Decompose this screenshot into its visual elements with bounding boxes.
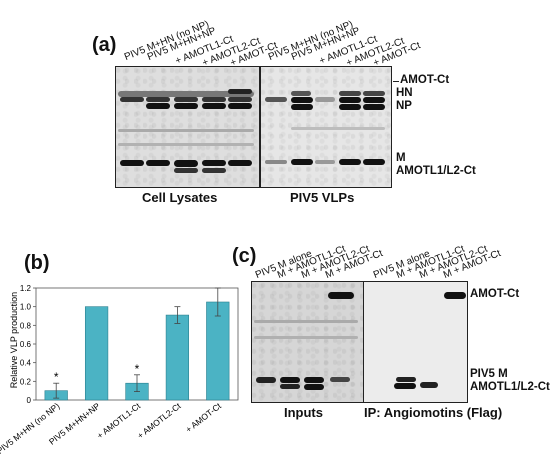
band <box>256 377 276 383</box>
band <box>202 97 226 102</box>
bar <box>165 314 190 401</box>
band <box>339 97 361 103</box>
band <box>363 91 385 96</box>
band <box>146 103 170 109</box>
band <box>339 159 361 165</box>
cell-lysates-caption: Cell Lysates <box>142 190 218 205</box>
band <box>254 336 358 339</box>
band <box>363 159 385 165</box>
band <box>363 104 385 110</box>
y-tick-labels: 0 0.2 0.4 0.6 0.8 1.0 1.2 <box>20 284 36 405</box>
band <box>280 377 300 383</box>
band <box>228 89 252 94</box>
piv5-vlps-caption: PIV5 VLPs <box>290 190 355 205</box>
bar <box>206 301 230 401</box>
y-axis-label: Relative VLP production <box>9 292 19 388</box>
band <box>420 382 438 388</box>
band <box>174 97 198 102</box>
x-tick-label: + AMOTL2-Ct <box>135 400 183 440</box>
band <box>118 91 254 97</box>
x-tick-label: PIV5 M+HN (no NP) <box>0 401 62 456</box>
vlp-production-chart: Relative VLP production 0 0.2 0.4 0.6 0.8 1.0… <box>0 284 239 456</box>
band <box>202 103 226 109</box>
band <box>328 292 354 299</box>
significance-star: * <box>135 362 140 376</box>
band <box>174 168 198 173</box>
y-tick-label: 0 <box>27 396 32 405</box>
band <box>174 160 198 167</box>
band <box>280 384 300 389</box>
significance-markers: ** <box>54 362 140 384</box>
band <box>330 377 350 382</box>
band <box>228 160 252 166</box>
significance-star: * <box>54 370 59 384</box>
band <box>118 129 254 132</box>
marker-c-amot-ct: AMOT-Ct <box>470 288 520 300</box>
bar <box>84 306 109 401</box>
band <box>202 160 226 166</box>
band <box>291 91 311 96</box>
y-tick-label: 1.0 <box>20 303 32 312</box>
marker-c-amotl: AMOTL1/L2-Ct <box>470 381 550 393</box>
error-bars <box>53 287 221 399</box>
band <box>304 377 324 383</box>
band <box>394 383 416 389</box>
cell-lysates-blot <box>115 66 260 188</box>
y-tick-label: 0.2 <box>20 377 32 386</box>
marker-m: M <box>396 152 406 164</box>
y-tick-label: 1.2 <box>20 284 32 293</box>
band <box>339 91 361 96</box>
ip-blot <box>363 281 468 403</box>
band <box>315 97 335 102</box>
y-tick-label: 0.6 <box>20 340 32 349</box>
marker-amot-ct: AMOT-Ct <box>400 74 450 86</box>
x-tick-labels: PIV5 M+HN (no NP)PIV5 M+HN+NP+ AMOTL1-Ct… <box>0 400 224 456</box>
band <box>146 97 170 102</box>
amot-ct-marker-dash <box>393 81 399 82</box>
band <box>202 168 226 173</box>
band <box>315 160 335 164</box>
band <box>118 143 254 146</box>
band <box>339 104 361 110</box>
band <box>291 127 385 130</box>
marker-hn: HN <box>396 87 413 99</box>
band <box>265 160 287 164</box>
band <box>228 103 252 109</box>
x-tick-label: + AMOT-Ct <box>184 400 224 434</box>
band <box>396 377 416 382</box>
band <box>228 97 252 102</box>
inputs-caption: Inputs <box>284 405 323 420</box>
band <box>291 159 313 165</box>
band <box>174 103 198 109</box>
y-tick-label: 0.8 <box>20 321 32 330</box>
band <box>363 97 385 103</box>
band <box>291 104 313 110</box>
band <box>291 97 313 103</box>
band <box>304 384 324 390</box>
chart-bars <box>44 301 230 401</box>
band <box>146 160 170 166</box>
band <box>120 160 144 166</box>
y-tick-label: 0.4 <box>20 359 32 368</box>
marker-np: NP <box>396 100 412 112</box>
band <box>120 97 144 102</box>
panel-b-letter: (b) <box>24 252 50 274</box>
marker-c-piv5-m: PIV5 M <box>470 368 508 380</box>
panel-a-letter: (a) <box>92 34 117 56</box>
band <box>265 97 287 102</box>
band <box>444 292 466 299</box>
band <box>254 320 358 323</box>
marker-amotl: AMOTL1/L2-Ct <box>396 165 476 177</box>
inputs-blot <box>251 281 364 403</box>
panel-c-letter: (c) <box>232 245 257 267</box>
ip-caption: IP: Angiomotins (Flag) <box>364 405 503 420</box>
piv5-vlps-blot <box>260 66 392 188</box>
